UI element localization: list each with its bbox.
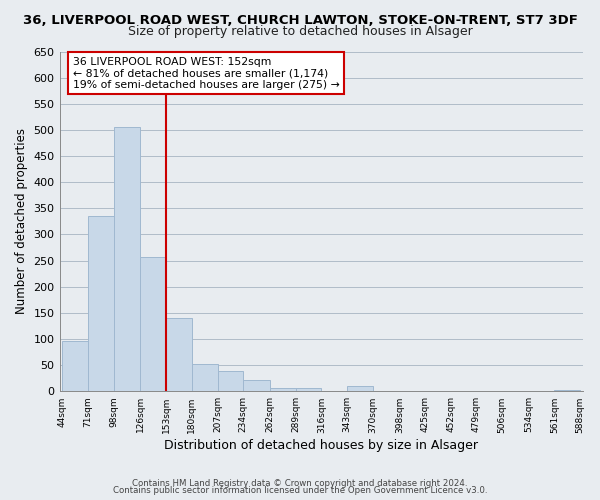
Bar <box>166 318 192 392</box>
Bar <box>192 364 218 392</box>
Bar <box>140 257 166 392</box>
Text: 36 LIVERPOOL ROAD WEST: 152sqm
← 81% of detached houses are smaller (1,174)
19% : 36 LIVERPOOL ROAD WEST: 152sqm ← 81% of … <box>73 56 340 90</box>
Bar <box>554 390 580 392</box>
Bar <box>88 216 114 392</box>
Bar <box>296 388 321 392</box>
Y-axis label: Number of detached properties: Number of detached properties <box>15 128 28 314</box>
Text: 36, LIVERPOOL ROAD WEST, CHURCH LAWTON, STOKE-ON-TRENT, ST7 3DF: 36, LIVERPOOL ROAD WEST, CHURCH LAWTON, … <box>23 14 577 27</box>
Bar <box>62 340 88 392</box>
X-axis label: Distribution of detached houses by size in Alsager: Distribution of detached houses by size … <box>164 440 478 452</box>
Bar <box>114 128 140 392</box>
Text: Contains public sector information licensed under the Open Government Licence v3: Contains public sector information licen… <box>113 486 487 495</box>
Text: Size of property relative to detached houses in Alsager: Size of property relative to detached ho… <box>128 25 472 38</box>
Bar <box>218 372 243 392</box>
Text: Contains HM Land Registry data © Crown copyright and database right 2024.: Contains HM Land Registry data © Crown c… <box>132 478 468 488</box>
Bar <box>243 380 270 392</box>
Bar <box>347 386 373 392</box>
Bar <box>270 388 296 392</box>
